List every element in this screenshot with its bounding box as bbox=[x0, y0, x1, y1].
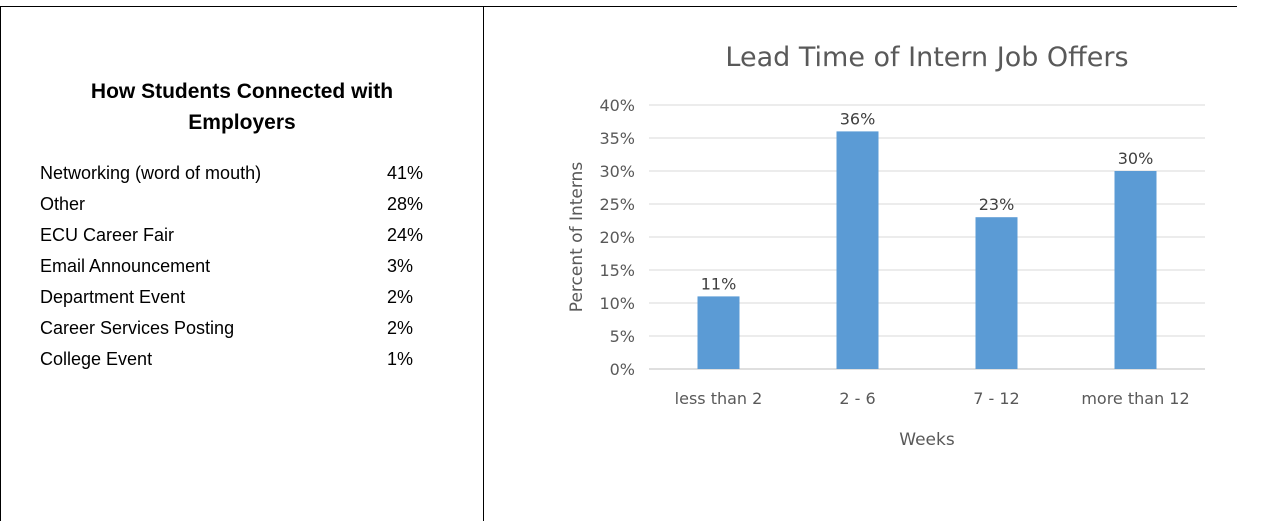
lead-time-chart: 0% 5% 10% 15% 20% 25% 30% 35% 40% 11% less than 2 3… bbox=[485, 8, 1275, 521]
y-tick-label: 25% bbox=[599, 195, 635, 214]
y-axis-title: Percent of Interns bbox=[567, 162, 587, 313]
connection-label: ECU Career Fair bbox=[40, 225, 175, 245]
y-tick-label: 0% bbox=[610, 360, 635, 379]
x-tick-label: more than 12 bbox=[1081, 389, 1189, 408]
bar bbox=[1114, 171, 1157, 369]
connections-title-line2: Employers bbox=[188, 111, 296, 134]
list-item: Other 28% bbox=[40, 189, 440, 220]
table-middle-border bbox=[483, 6, 484, 521]
y-tick-label: 20% bbox=[599, 228, 635, 247]
table-top-border bbox=[0, 6, 1237, 7]
connection-label: Email Announcement bbox=[40, 256, 211, 276]
y-tick-label: 40% bbox=[599, 96, 635, 115]
connection-label: Networking (word of mouth) bbox=[40, 163, 262, 183]
bar bbox=[697, 296, 740, 369]
x-tick-label: less than 2 bbox=[675, 389, 763, 408]
connections-panel: How Students Connected with Employers Ne… bbox=[2, 8, 482, 521]
x-tick-label: 2 - 6 bbox=[839, 389, 875, 408]
data-label: 23% bbox=[979, 195, 1015, 214]
list-item: Department Event 2% bbox=[40, 282, 440, 313]
list-item: College Event 1% bbox=[40, 344, 440, 375]
connection-percent: 24% bbox=[387, 225, 424, 245]
data-label: 36% bbox=[840, 109, 876, 128]
y-tick-label: 35% bbox=[599, 129, 635, 148]
connections-list: Networking (word of mouth) 41% Other 28%… bbox=[40, 158, 440, 375]
bar bbox=[975, 217, 1018, 369]
data-label: 30% bbox=[1118, 149, 1154, 168]
connection-percent: 2% bbox=[387, 287, 414, 307]
connection-percent: 2% bbox=[387, 318, 414, 338]
connection-label: Other bbox=[40, 194, 86, 214]
chart-title: Lead Time of Intern Job Offers bbox=[725, 42, 1128, 73]
table-left-border bbox=[0, 6, 1, 521]
connection-percent: 41% bbox=[387, 163, 424, 183]
x-axis-title: Weeks bbox=[899, 430, 955, 450]
list-item: Career Services Posting 2% bbox=[40, 313, 440, 344]
list-item: ECU Career Fair 24% bbox=[40, 220, 440, 251]
data-label: 11% bbox=[701, 274, 737, 293]
list-item: Email Announcement 3% bbox=[40, 251, 440, 282]
connection-percent: 3% bbox=[387, 256, 414, 276]
connection-label: Career Services Posting bbox=[40, 318, 235, 338]
y-tick-label: 15% bbox=[599, 261, 635, 280]
list-item: Networking (word of mouth) 41% bbox=[40, 158, 440, 189]
lead-time-chart-svg: 0% 5% 10% 15% 20% 25% 30% 35% 40% 11% less than 2 3… bbox=[567, 42, 1205, 450]
connection-label: Department Event bbox=[40, 287, 186, 307]
connection-percent: 1% bbox=[387, 349, 414, 369]
y-tick-label: 10% bbox=[599, 294, 635, 313]
y-tick-label: 30% bbox=[599, 162, 635, 181]
connections-title: How Students Connected with Employers bbox=[2, 76, 482, 138]
connections-title-line1: How Students Connected with bbox=[90, 80, 394, 103]
connection-label: College Event bbox=[40, 349, 153, 369]
bar bbox=[836, 131, 879, 369]
y-tick-label: 5% bbox=[610, 327, 635, 346]
x-tick-label: 7 - 12 bbox=[973, 389, 1019, 408]
connection-percent: 28% bbox=[387, 194, 424, 214]
